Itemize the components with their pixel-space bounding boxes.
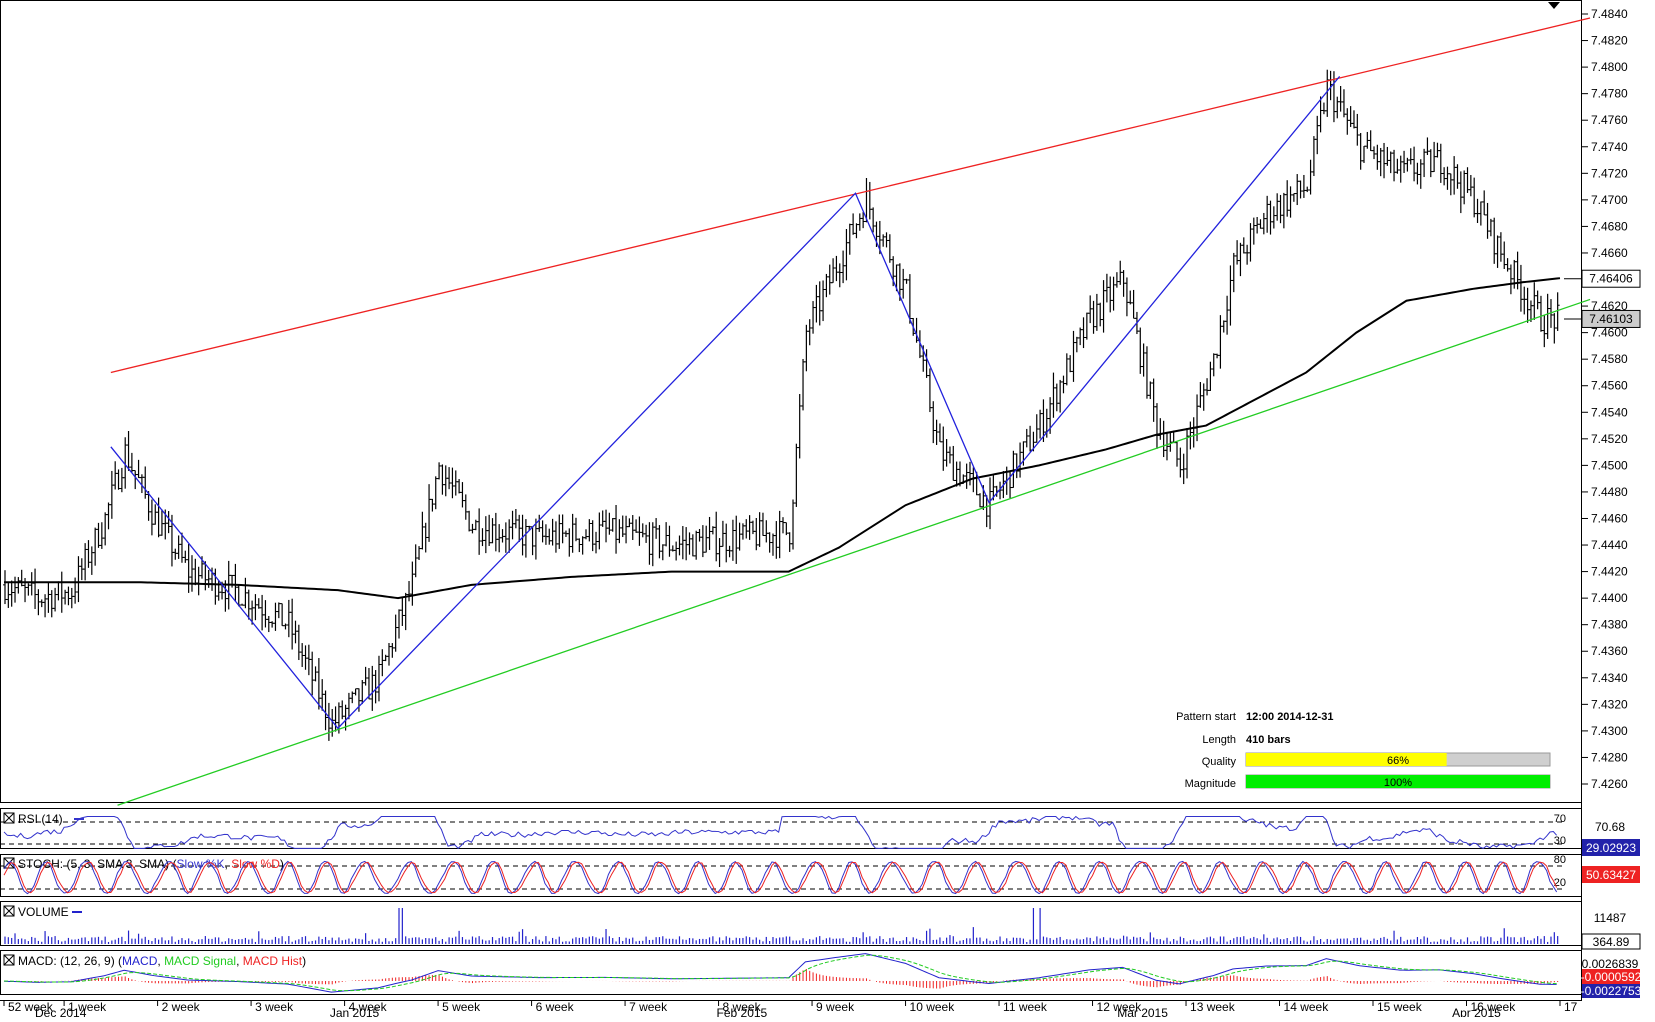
pattern-start-label: Pattern start xyxy=(1176,711,1236,723)
price-tick-label: 7.4560 xyxy=(1591,379,1628,393)
zigzag-path xyxy=(110,75,1341,730)
price-tick-label: 7.4540 xyxy=(1591,405,1628,419)
macd-title: MACD: (12, 26, 9) (MACD, MACD Signal, MA… xyxy=(18,954,306,968)
week-label: 15 week xyxy=(1377,1000,1423,1014)
price-tick-label: 7.4620 xyxy=(1591,299,1628,313)
price-tick-label: 7.4420 xyxy=(1591,565,1628,579)
resistance-line xyxy=(110,17,1591,374)
quality-label: Quality xyxy=(1202,756,1237,768)
price-tick-label: 7.4820 xyxy=(1591,34,1628,48)
pattern-start-value: 12:00 2014-12-31 xyxy=(1246,711,1333,723)
price-tick-label: 7.4780 xyxy=(1591,87,1628,101)
week-label: 8 week xyxy=(723,1000,762,1014)
pattern-info-box: Pattern start 12:00 2014-12-31 Length 41… xyxy=(1176,711,1551,790)
price-tick-label: 7.4580 xyxy=(1591,352,1628,366)
ma-line xyxy=(4,277,1561,600)
week-label: 17 xyxy=(1564,1000,1578,1014)
price-tick-label: 7.4660 xyxy=(1591,246,1628,260)
rsi-level-30: 30 xyxy=(1554,835,1566,847)
magnitude-bar-fill xyxy=(1246,775,1550,788)
stoch-value-label: 50.63427 xyxy=(1586,868,1636,882)
price-tick-label: 7.4260 xyxy=(1591,777,1628,791)
volume-axis-label: 11487 xyxy=(1594,911,1627,925)
month-label: Dec 2014 xyxy=(35,1006,87,1017)
rsi-value-label: 29.02923 xyxy=(1586,841,1636,855)
week-label: 52 week xyxy=(8,1000,54,1014)
week-label: 14 week xyxy=(1284,1000,1330,1014)
week-label: 10 week xyxy=(910,1000,956,1014)
magnitude-value: 100% xyxy=(1384,777,1412,789)
stoch-level-20: 20 xyxy=(1554,877,1566,889)
week-label: 4 week xyxy=(349,1000,388,1014)
week-label: 11 week xyxy=(1003,1000,1048,1014)
month-label: Apr 2015 xyxy=(1452,1006,1501,1017)
week-label: 3 week xyxy=(255,1000,294,1014)
stoch-panel: STOCH: (5, 3, SMA 3, SMA) (Slow %K, Slow… xyxy=(0,854,1640,897)
price-tick-label: 7.4340 xyxy=(1591,671,1628,685)
price-tick-label: 7.4460 xyxy=(1591,511,1628,525)
rsi-axis-label: 70.68 xyxy=(1595,820,1625,834)
price-tick-label: 7.4600 xyxy=(1591,326,1628,340)
length-value: 410 bars xyxy=(1246,734,1291,746)
macd-panel: MACD: (12, 26, 9) (MACD, MACD Signal, MA… xyxy=(0,950,1642,998)
volume-panel: VOLUME 11487 364.89 xyxy=(0,901,1641,950)
stoch-level-80: 80 xyxy=(1554,854,1566,866)
price-tick-label: 7.4800 xyxy=(1591,60,1628,74)
current-price-label-2: 7.46103 xyxy=(1564,309,1641,328)
quality-value: 66% xyxy=(1387,755,1409,767)
rsi-level-70: 70 xyxy=(1554,813,1566,825)
price-tick-label: 7.4300 xyxy=(1591,724,1628,738)
week-label: 7 week xyxy=(629,1000,668,1014)
scroll-marker-icon[interactable] xyxy=(1548,2,1560,9)
week-label: 1 week xyxy=(68,1000,107,1014)
rsi-title: RSI (14) xyxy=(18,812,63,826)
price-tick-label: 7.4680 xyxy=(1591,219,1628,233)
month-label: Jan 2015 xyxy=(330,1006,380,1017)
macd-value-label: -0.0000592 xyxy=(1581,970,1642,984)
volume-title: VOLUME xyxy=(18,905,69,919)
stoch-title: STOCH: (5, 3, SMA 3, SMA) (Slow %K, Slow… xyxy=(18,857,284,871)
week-label: 13 week xyxy=(1190,1000,1236,1014)
week-label: 16 week xyxy=(1471,1000,1517,1014)
price-tick-label: 7.4380 xyxy=(1591,618,1628,632)
support-line xyxy=(117,298,1591,806)
rsi-panel: RSI (14) 70 30 70.68 29.02923 xyxy=(0,808,1640,856)
magnitude-label: Magnitude xyxy=(1185,778,1236,790)
quality-bar-fill xyxy=(1246,753,1447,766)
macd-axis-label: 0.0026839 xyxy=(1582,957,1639,971)
pattern-lines xyxy=(110,17,1591,806)
month-label: Mar 2015 xyxy=(1117,1006,1168,1017)
price-tick-label: 7.4280 xyxy=(1591,750,1628,764)
price-tick-label: 7.4740 xyxy=(1591,140,1628,154)
price-tick-label: 7.4360 xyxy=(1591,644,1628,658)
current-price-text: 7.46406 xyxy=(1589,272,1633,286)
price-tick-label: 7.4520 xyxy=(1591,432,1628,446)
price-tick-label: 7.4700 xyxy=(1591,193,1628,207)
price-axis: 7.4840 7.4820 7.4800 7.4780 7.4760 7.4740 7.47… xyxy=(1582,7,1628,791)
month-label: Feb 2015 xyxy=(717,1006,768,1017)
price-tick-label: 7.4400 xyxy=(1591,591,1628,605)
price-tick-label: 7.4320 xyxy=(1591,697,1628,711)
week-label: 12 week xyxy=(1097,1000,1143,1014)
current-price-label-1: 7.46406 xyxy=(1564,269,1641,288)
macd-value-label-2: -0.0022753 xyxy=(1581,984,1642,998)
week-label: 5 week xyxy=(442,1000,481,1014)
last-price-text: 7.46103 xyxy=(1589,312,1633,326)
price-tick-label: 7.4840 xyxy=(1591,7,1628,21)
zigzag-line xyxy=(110,75,1341,730)
length-label: Length xyxy=(1202,734,1236,746)
moving-average xyxy=(4,277,1561,600)
price-tick-label: 7.4440 xyxy=(1591,538,1628,552)
price-tick-label: 7.4500 xyxy=(1591,458,1628,472)
price-tick-label: 7.4720 xyxy=(1591,166,1628,180)
week-label: 6 week xyxy=(536,1000,575,1014)
week-label: 2 week xyxy=(162,1000,201,1014)
week-label: 9 week xyxy=(816,1000,855,1014)
price-tick-label: 7.4480 xyxy=(1591,485,1628,499)
volume-value-label: 364.89 xyxy=(1593,935,1630,949)
price-tick-label: 7.4760 xyxy=(1591,113,1628,127)
